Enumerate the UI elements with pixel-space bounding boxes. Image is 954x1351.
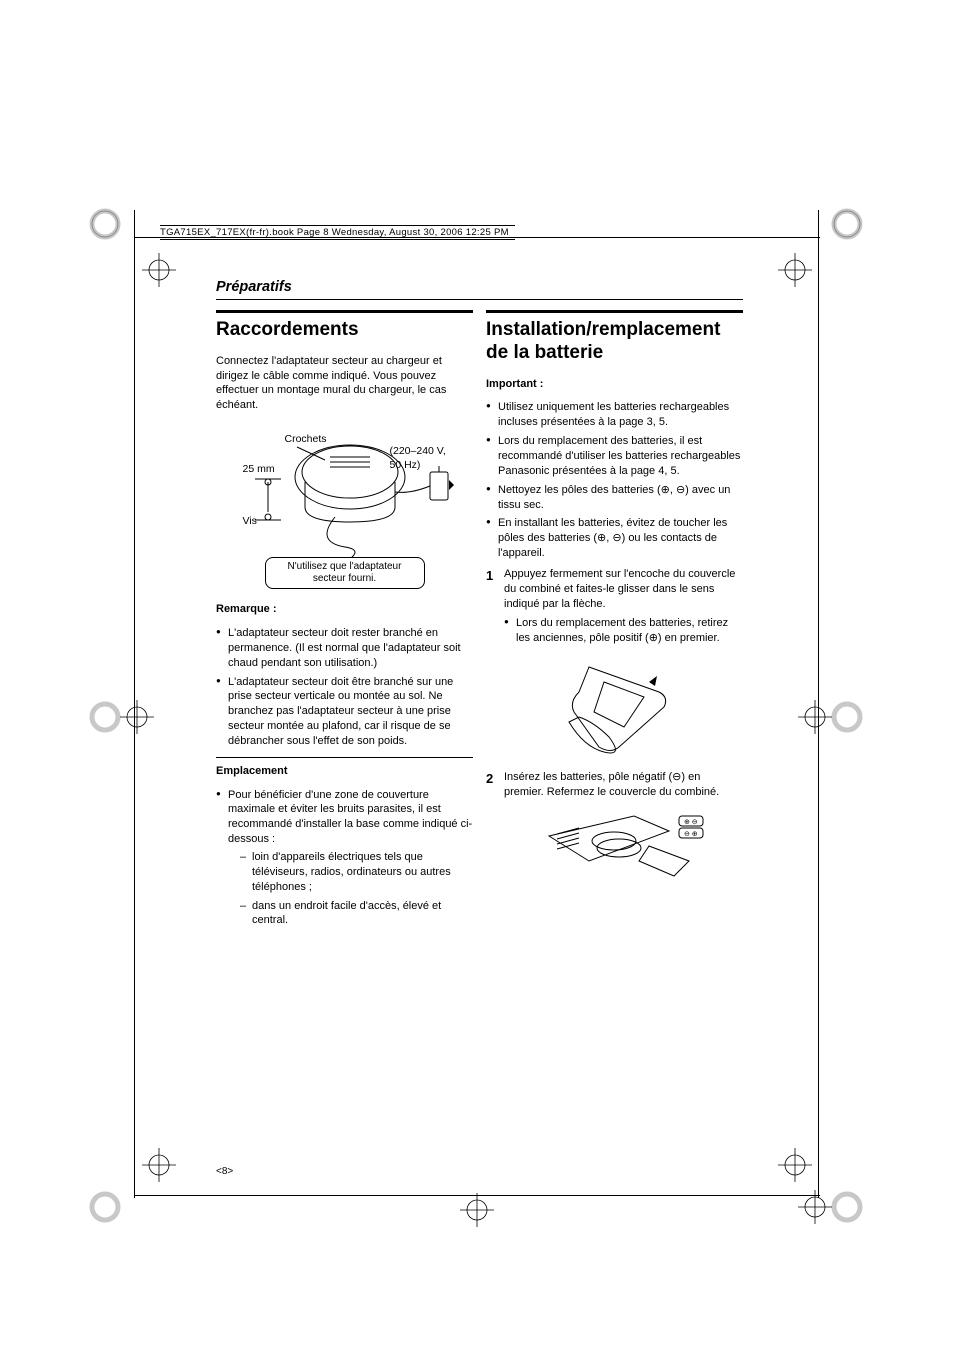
- registration-mark-icon: [88, 700, 122, 734]
- emplacement-list: Pour bénéficier d'une zone de couverture…: [216, 788, 473, 929]
- crosshair-icon: [460, 1193, 494, 1227]
- important-item: Lors du remplacement des batteries, il e…: [486, 434, 743, 479]
- heading-rule: [216, 310, 473, 313]
- heading-rule: [486, 310, 743, 313]
- crosshair-icon: [778, 1148, 812, 1182]
- emplacement-subitem: dans un endroit facile d'accès, élevé et…: [240, 899, 473, 929]
- print-meta-header: TGA715EX_717EX(fr-fr).book Page 8 Wednes…: [160, 225, 515, 240]
- emplacement-label: Emplacement: [216, 764, 473, 779]
- charger-diagram: Crochets 25 mm Vis (220–240 V, 50 Hz) N'…: [235, 422, 455, 592]
- crosshair-icon: [798, 1190, 832, 1224]
- battery-insert-illustration-icon: ⊕ ⊖ ⊖ ⊕: [539, 806, 709, 886]
- left-heading: Raccordements: [216, 319, 473, 342]
- step-1-text: Appuyez fermement sur l'encoche du couve…: [504, 568, 735, 610]
- svg-text:⊖ ⊕: ⊖ ⊕: [684, 831, 698, 838]
- remarque-label: Remarque :: [216, 602, 473, 617]
- registration-mark-icon: [830, 207, 864, 241]
- important-list: Utilisez uniquement les batteries rechar…: [486, 400, 743, 560]
- diagram-label-25mm: 25 mm: [243, 462, 275, 476]
- important-label: Important :: [486, 377, 743, 392]
- left-column: Raccordements Connectez l'adaptateur sec…: [216, 310, 473, 934]
- diagram-label-crochets: Crochets: [285, 432, 327, 446]
- emplacement-sublist: loin d'appareils électriques tels que té…: [240, 850, 473, 928]
- registration-mark-icon: [88, 1190, 122, 1224]
- important-item: Nettoyez les pôles des batteries (⊕, ⊖) …: [486, 483, 743, 513]
- crosshair-icon: [798, 700, 832, 734]
- section-title: Préparatifs: [216, 279, 292, 295]
- emplacement-intro-text: Pour bénéficier d'une zone de couverture…: [228, 789, 472, 846]
- registration-mark-icon: [88, 207, 122, 241]
- remarque-list: L'adaptateur secteur doit rester branché…: [216, 626, 473, 749]
- registration-mark-icon: [830, 1190, 864, 1224]
- step-2-text: Insérez les batteries, pôle négatif (⊖) …: [504, 771, 719, 798]
- emplacement-subitem: loin d'appareils électriques tels que té…: [240, 850, 473, 895]
- right-heading: Installation/remplacement de la batterie: [486, 319, 743, 365]
- registration-mark-icon: [830, 700, 864, 734]
- svg-text:⊕ ⊖: ⊕ ⊖: [684, 819, 698, 826]
- important-item: Utilisez uniquement les batteries rechar…: [486, 400, 743, 430]
- page-number: <8>: [216, 1166, 233, 1177]
- diagram-label-vis: Vis: [243, 514, 257, 528]
- crosshair-icon: [142, 253, 176, 287]
- left-intro: Connectez l'adaptateur secteur au charge…: [216, 354, 473, 413]
- remarque-item: L'adaptateur secteur doit rester branché…: [216, 626, 473, 671]
- diagram-caption-box: N'utilisez que l'adaptateur secteur four…: [265, 557, 425, 589]
- step-2: Insérez les batteries, pôle négatif (⊖) …: [486, 770, 743, 886]
- steps-list: Appuyez fermement sur l'encoche du couve…: [486, 567, 743, 886]
- right-column: Installation/remplacement de la batterie…: [486, 310, 743, 894]
- crosshair-icon: [778, 253, 812, 287]
- emplacement-intro: Pour bénéficier d'une zone de couverture…: [216, 788, 473, 929]
- step-1-subitem: Lors du remplacement des batteries, reti…: [504, 616, 743, 646]
- crosshair-icon: [142, 1148, 176, 1182]
- handset-open-illustration-icon: [549, 652, 699, 762]
- subsection-divider: [216, 757, 473, 758]
- section-header: Préparatifs: [216, 278, 743, 300]
- important-item: En installant les batteries, évitez de t…: [486, 516, 743, 561]
- step-1: Appuyez fermement sur l'encoche du couve…: [486, 567, 743, 762]
- manual-page: TGA715EX_717EX(fr-fr).book Page 8 Wednes…: [0, 0, 954, 1351]
- crosshair-icon: [120, 700, 154, 734]
- remarque-item: L'adaptateur secteur doit être branché s…: [216, 675, 473, 749]
- diagram-label-power: (220–240 V, 50 Hz): [390, 444, 446, 472]
